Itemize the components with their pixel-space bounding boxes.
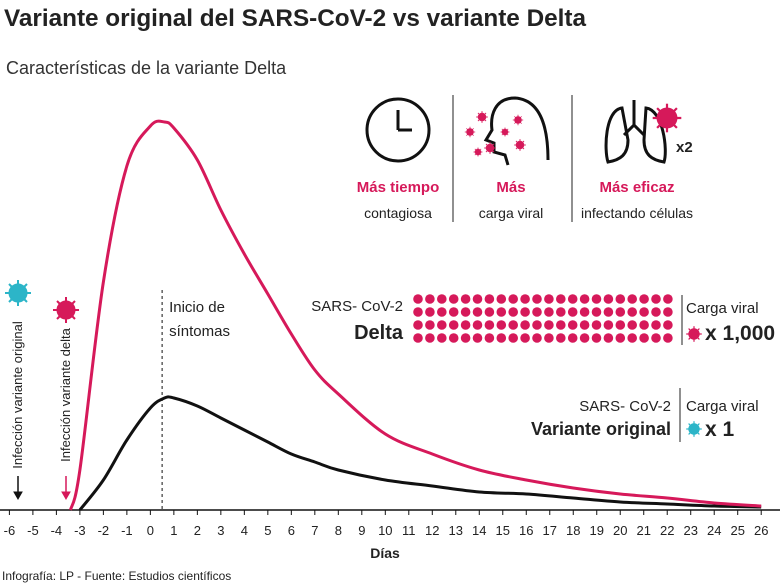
series-line [78, 395, 762, 511]
x-axis-label: Días [370, 545, 400, 561]
x-tick-label: -4 [51, 523, 63, 538]
series-prefix: SARS- CoV-2 [311, 298, 403, 315]
x-tick-label: 2 [194, 523, 201, 538]
head-icon [464, 96, 550, 166]
load-value: x 1,000 [705, 322, 775, 345]
load-value: x 1 [705, 418, 735, 441]
x-tick-label: 1 [170, 523, 177, 538]
lungs-icon [604, 100, 683, 164]
x-tick-label: 14 [472, 523, 486, 538]
feature-highlight: Más eficaz [599, 179, 674, 196]
infection-label: Infección variante original [10, 321, 25, 469]
arrow [13, 476, 23, 501]
x-tick-label: 15 [496, 523, 510, 538]
x-tick-label: -2 [98, 523, 110, 538]
x-tick-label: 26 [754, 523, 768, 538]
x-tick-label: 5 [264, 523, 271, 538]
load-label: Carga viral [686, 300, 759, 317]
x-tick-label: 0 [147, 523, 154, 538]
infection-label: Infección variante delta [58, 327, 73, 461]
x-tick-label: 23 [683, 523, 697, 538]
feature-text: contagiosa [364, 205, 432, 221]
x-tick-label: -3 [74, 523, 86, 538]
feature-text: carga viral [479, 205, 544, 221]
x-tick-label: 19 [590, 523, 604, 538]
x-tick-label: 20 [613, 523, 627, 538]
annotation-text: síntomas [169, 323, 230, 340]
virus-icon [52, 296, 80, 324]
feature-text: infectando células [581, 205, 693, 221]
virus-icon [685, 325, 703, 343]
x-tick-label: 24 [707, 523, 721, 538]
feature-highlight: Más tiempo [357, 179, 440, 196]
load-label: Carga viral [686, 398, 759, 415]
x-tick-label: 25 [730, 523, 744, 538]
x-tick-label: 16 [519, 523, 533, 538]
x-tick-label: 10 [378, 523, 392, 538]
x-tick-label: 17 [543, 523, 557, 538]
dot-grid [413, 294, 673, 343]
x-tick-label: 11 [402, 523, 416, 538]
arrow [61, 476, 71, 501]
x-tick-label: 6 [288, 523, 295, 538]
clock-icon [365, 97, 431, 163]
x-tick-label: 4 [241, 523, 248, 538]
x-tick-label: 18 [566, 523, 580, 538]
x-tick-label: -1 [121, 523, 133, 538]
feature-highlight: Más [496, 179, 525, 196]
virus-icon [4, 279, 32, 307]
x-tick-label: 21 [637, 523, 651, 538]
x-tick-label: -6 [4, 523, 16, 538]
series-name: Delta [354, 322, 404, 344]
series-line [69, 119, 762, 511]
series-name: Variante original [531, 419, 671, 439]
subtitle: Características de la variante Delta [6, 58, 287, 78]
x-tick-label: 9 [358, 523, 365, 538]
annotation-text: Inicio de [169, 299, 225, 316]
title: Variante original del SARS-CoV-2 vs vari… [4, 5, 587, 32]
virus-icon [685, 420, 703, 438]
x-tick-label: 22 [660, 523, 674, 538]
x-tick-label: -5 [27, 523, 39, 538]
lung-multiplier: x2 [676, 139, 693, 156]
x-tick-label: 8 [335, 523, 342, 538]
series-prefix: SARS- CoV-2 [579, 398, 671, 415]
x-tick-label: 12 [425, 523, 439, 538]
footer: Infografía: LP - Fuente: Estudios cientí… [2, 569, 231, 583]
x-tick-label: 3 [217, 523, 224, 538]
x-tick-label: 13 [449, 523, 463, 538]
x-tick-label: 7 [311, 523, 318, 538]
